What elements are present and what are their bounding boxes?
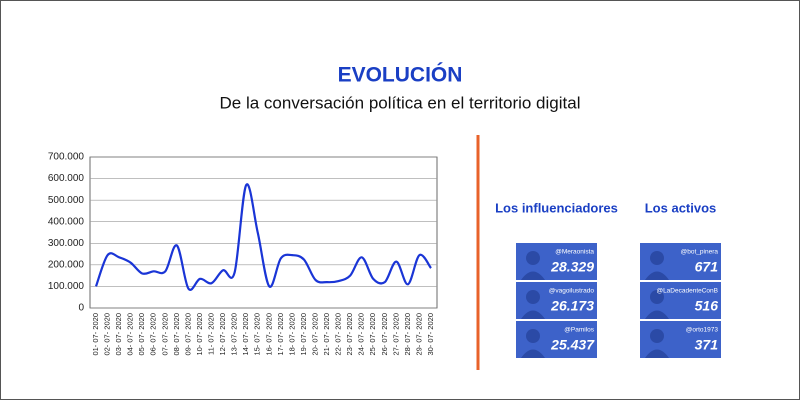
y-tick-label: 200.000	[48, 259, 85, 270]
handle: @orto1973	[686, 327, 719, 334]
x-tick-label: 14- 07- 2020	[241, 313, 250, 356]
x-tick-label: 24- 07- 2020	[357, 313, 366, 356]
handle: @Pamilos	[564, 327, 594, 334]
y-tick-label: 0	[78, 303, 84, 314]
x-tick-label: 03- 07- 2020	[114, 313, 123, 356]
x-tick-label: 13- 07- 2020	[230, 313, 239, 356]
x-tick-label: 18- 07- 2020	[287, 313, 296, 356]
user-card: @LaDecadenteConB 516	[640, 282, 721, 319]
x-tick-label: 20- 07- 2020	[310, 313, 319, 356]
avatar-body	[521, 349, 545, 358]
subtitle: De la conversación política en el territ…	[220, 93, 581, 112]
x-tick-label: 26- 07- 2020	[380, 313, 389, 356]
x-tick-label: 27- 07- 2020	[391, 313, 400, 356]
x-tick-label: 04- 07- 2020	[126, 313, 135, 356]
line	[94, 183, 432, 291]
x-tick-label: 19- 07- 2020	[299, 313, 308, 356]
x-tick-label: 05- 07- 2020	[137, 313, 146, 356]
y-tick-label: 400.000	[48, 216, 85, 227]
user-card: @bot_pinera 671	[640, 243, 721, 280]
title: EVOLUCIÓN	[338, 63, 463, 87]
x-tick-label: 12- 07- 2020	[218, 313, 227, 356]
count: 26.173	[550, 298, 594, 314]
avatar-head	[650, 329, 664, 343]
avatar-head	[526, 290, 540, 304]
y-tick-label: 300.000	[48, 238, 85, 249]
y-tick-label: 600.000	[48, 173, 85, 184]
avatar-head	[650, 251, 664, 265]
x-tick-label: 10- 07- 2020	[195, 313, 204, 356]
user-card: @orto1973 371	[640, 321, 721, 358]
x-tick-label: 21- 07- 2020	[322, 313, 331, 356]
x-tick-label: 01- 07- 2020	[91, 313, 100, 356]
count: 671	[695, 259, 719, 275]
avatar-body	[645, 310, 669, 319]
x-tick-label: 29- 07- 2020	[414, 313, 423, 356]
avatar-body	[645, 349, 669, 358]
x-tick-label: 28- 07- 2020	[403, 313, 412, 356]
avatar-body	[521, 271, 545, 280]
panel-title: Los influenciadores	[495, 200, 618, 215]
x-tick-label: 09- 07- 2020	[183, 313, 192, 356]
x-tick-label: 08- 07- 2020	[172, 313, 181, 356]
avatar-body	[645, 271, 669, 280]
count: 28.329	[550, 259, 594, 275]
count: 516	[695, 298, 719, 314]
user-card: @Meraonista 28.329	[516, 243, 597, 280]
y-tick-label: 500.000	[48, 195, 85, 206]
x-tick-label: 11- 07- 2020	[207, 313, 216, 355]
x-tick-label: 22- 07- 2020	[334, 313, 343, 356]
user-card: @Pamilos 25.437	[516, 321, 597, 358]
handle: @Meraonista	[555, 249, 594, 256]
y-tick-label: 100.000	[48, 281, 85, 292]
y-tick-label: 700.000	[48, 152, 85, 163]
x-tick-label: 15- 07- 2020	[253, 313, 262, 356]
avatar-head	[650, 290, 664, 304]
x-tick-label: 25- 07- 2020	[368, 313, 377, 356]
handle: @vagoilustrado	[549, 288, 595, 295]
count: 371	[695, 337, 719, 353]
avatar-head	[526, 251, 540, 265]
count: 25.437	[550, 337, 595, 353]
user-card: @vagoilustrado 26.173	[516, 282, 597, 319]
x-tick-label: 23- 07- 2020	[345, 313, 354, 356]
handle: @LaDecadenteConB	[656, 288, 718, 295]
x-tick-label: 06- 07- 2020	[149, 313, 158, 356]
avatar-head	[526, 329, 540, 343]
panel-title: Los activos	[645, 200, 717, 215]
x-tick-label: 16- 07- 2020	[264, 313, 273, 356]
x-tick-label: 30- 07- 2020	[426, 313, 435, 356]
handle: @bot_pinera	[681, 249, 719, 256]
avatar-body	[521, 310, 545, 319]
x-tick-label: 17- 07- 2020	[276, 313, 285, 356]
x-tick-label: 07- 07- 2020	[160, 313, 169, 356]
x-tick-label: 02- 07- 2020	[103, 313, 112, 356]
